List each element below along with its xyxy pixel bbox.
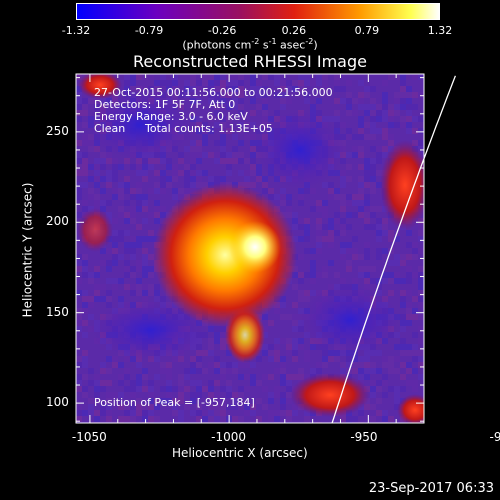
chart-title: Reconstructed RHESSI Image	[133, 52, 367, 71]
y-tick-label: 150	[46, 304, 69, 319]
footer-date: 23-Sep-2017 06:33	[368, 481, 494, 496]
colorbar-tick-label: 0.26	[281, 24, 307, 37]
heatmap-image	[76, 74, 424, 423]
colorbar-tick-label: 0.79	[354, 24, 380, 37]
peak-glow	[229, 221, 281, 273]
colorbar-tick-label: -1.32	[61, 24, 91, 37]
y-tick-label: 250	[46, 123, 69, 138]
colorbar-tick-label: 1.32	[427, 24, 453, 37]
energy-range-text: Energy Range: 3.0 - 6.0 keV	[94, 110, 248, 123]
y-tick-label: 200	[46, 214, 69, 229]
detectors-text: Detectors: 1F 5F 7F, Att 0	[94, 98, 236, 111]
x-tick-label: -1000	[211, 430, 246, 444]
peak-position-text: Position of Peak = [-957,184]	[94, 396, 255, 409]
total-counts-text: Total counts: 1.13E+05	[145, 122, 273, 135]
x-axis-label: Heliocentric X (arcsec)	[172, 446, 308, 460]
x-tick-label: -1050	[71, 430, 107, 444]
source-emission	[153, 183, 297, 327]
time-range-text: 27-Oct-2015 00:11:56.000 to 00:21:56.000	[94, 86, 333, 99]
clean-text: Clean	[94, 122, 126, 135]
colorbar-tick-label: -0.79	[134, 24, 164, 37]
x-tick-label: -950	[350, 430, 378, 444]
solar-limb-line	[331, 75, 457, 424]
x-tick-label: -900	[489, 430, 500, 444]
colorbar-tick-label: -0.26	[207, 24, 237, 37]
colorbar-gradient	[76, 3, 440, 20]
y-axis-label: Heliocentric Y (arcsec)	[20, 182, 35, 318]
axis-ticks	[76, 74, 425, 423]
y-tick-label: 100	[46, 395, 69, 410]
plot-frame	[75, 73, 425, 424]
colorbar-units: (photons cm-2 s-1 asec-2)	[182, 37, 318, 52]
colorbar	[76, 3, 440, 20]
